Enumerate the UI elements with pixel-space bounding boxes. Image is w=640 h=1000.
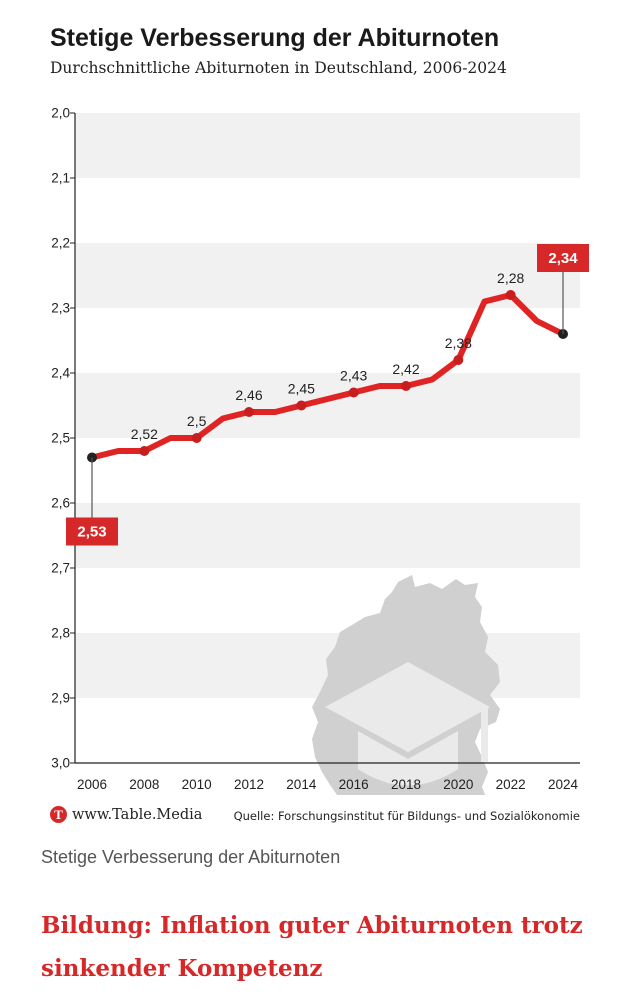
article-headline[interactable]: Bildung: Inflation guter Abiturnoten tro… <box>41 912 583 982</box>
y-axis: 2,0 2,1 2,2 2,3 2,4 2,5 2,6 2,7 2,8 2,9 3,0 <box>51 106 76 771</box>
y-tick-label: 3,0 <box>51 756 70 771</box>
data-label: 2,52 <box>131 426 158 442</box>
x-tick-label: 2016 <box>339 777 369 792</box>
data-label: 2,46 <box>235 387 262 403</box>
chart-subtitle: Durchschnittliche Abiturnoten in Deutsch… <box>50 59 507 77</box>
chart-title: Stetige Verbesserung der Abiturnoten <box>50 24 500 52</box>
data-point <box>505 290 516 300</box>
brand[interactable]: T www.Table.Media <box>50 806 202 823</box>
data-point <box>244 407 254 417</box>
x-tick-label: 2020 <box>443 777 473 792</box>
callout-label: 2,34 <box>548 250 578 267</box>
y-tick-label: 2,1 <box>51 171 70 186</box>
data-label: 2,43 <box>340 368 367 384</box>
x-tick-label: 2010 <box>182 777 212 792</box>
x-tick-label: 2012 <box>234 777 264 792</box>
x-tick-label: 2014 <box>286 777 317 792</box>
x-tick-label: 2024 <box>548 777 579 792</box>
data-point <box>139 446 150 456</box>
callout-box <box>537 244 589 272</box>
data-point <box>401 381 411 391</box>
y-tick-label: 2,3 <box>51 301 70 316</box>
callout-box <box>66 517 118 546</box>
x-tick-label: 2018 <box>391 777 421 792</box>
x-tick-label: 2008 <box>129 777 159 792</box>
data-label: 2,42 <box>392 361 419 377</box>
data-point <box>191 433 202 443</box>
data-label: 2,28 <box>497 270 524 286</box>
series-line <box>87 290 568 463</box>
source-note: Quelle: Forschungsinstitut für Bildungs-… <box>233 809 580 823</box>
y-tick-label: 2,6 <box>51 496 70 511</box>
y-tick-label: 2,4 <box>51 366 70 381</box>
brand-logo-icon: T <box>50 806 67 823</box>
data-point <box>348 387 359 398</box>
callouts: 2,53 2,34 <box>66 244 589 546</box>
callout-label: 2,53 <box>77 524 106 541</box>
data-point <box>453 355 464 365</box>
x-tick-label: 2006 <box>77 777 107 792</box>
x-tick-label: 2022 <box>496 777 526 792</box>
line-chart: 2,02,12,22,32,42,52,62,72,82,93,0 2006 20… <box>51 106 589 795</box>
data-labels: 2,52 2,5 2,46 2,45 2,43 2,42 2,38 2,28 <box>131 270 525 442</box>
y-tick-label: 2,5 <box>51 431 70 446</box>
data-label: 2,5 <box>187 413 207 429</box>
grid-bands <box>75 113 580 698</box>
grid-band <box>75 113 580 178</box>
x-axis: 2006 2008 2010 2012 2014 2016 2018 2020 2022 2024 <box>75 762 580 792</box>
grid-band <box>75 373 580 438</box>
data-point <box>296 400 307 411</box>
y-tick-label: 2,7 <box>51 561 70 576</box>
y-tick-label: 2,9 <box>51 691 70 706</box>
y-tick-label: 2,8 <box>51 626 70 641</box>
y-tick-label: 2,0 <box>51 106 70 121</box>
germany-map-icon <box>312 575 500 795</box>
y-tick-label: 2,2 <box>51 236 70 251</box>
series-line-path <box>89 292 566 461</box>
data-label: 2,45 <box>288 381 315 397</box>
data-label: 2,38 <box>445 335 472 351</box>
grid-band <box>75 503 580 568</box>
image-caption: Stetige Verbesserung der Abiturnoten <box>41 847 341 867</box>
brand-link[interactable]: www.Table.Media <box>72 806 203 823</box>
